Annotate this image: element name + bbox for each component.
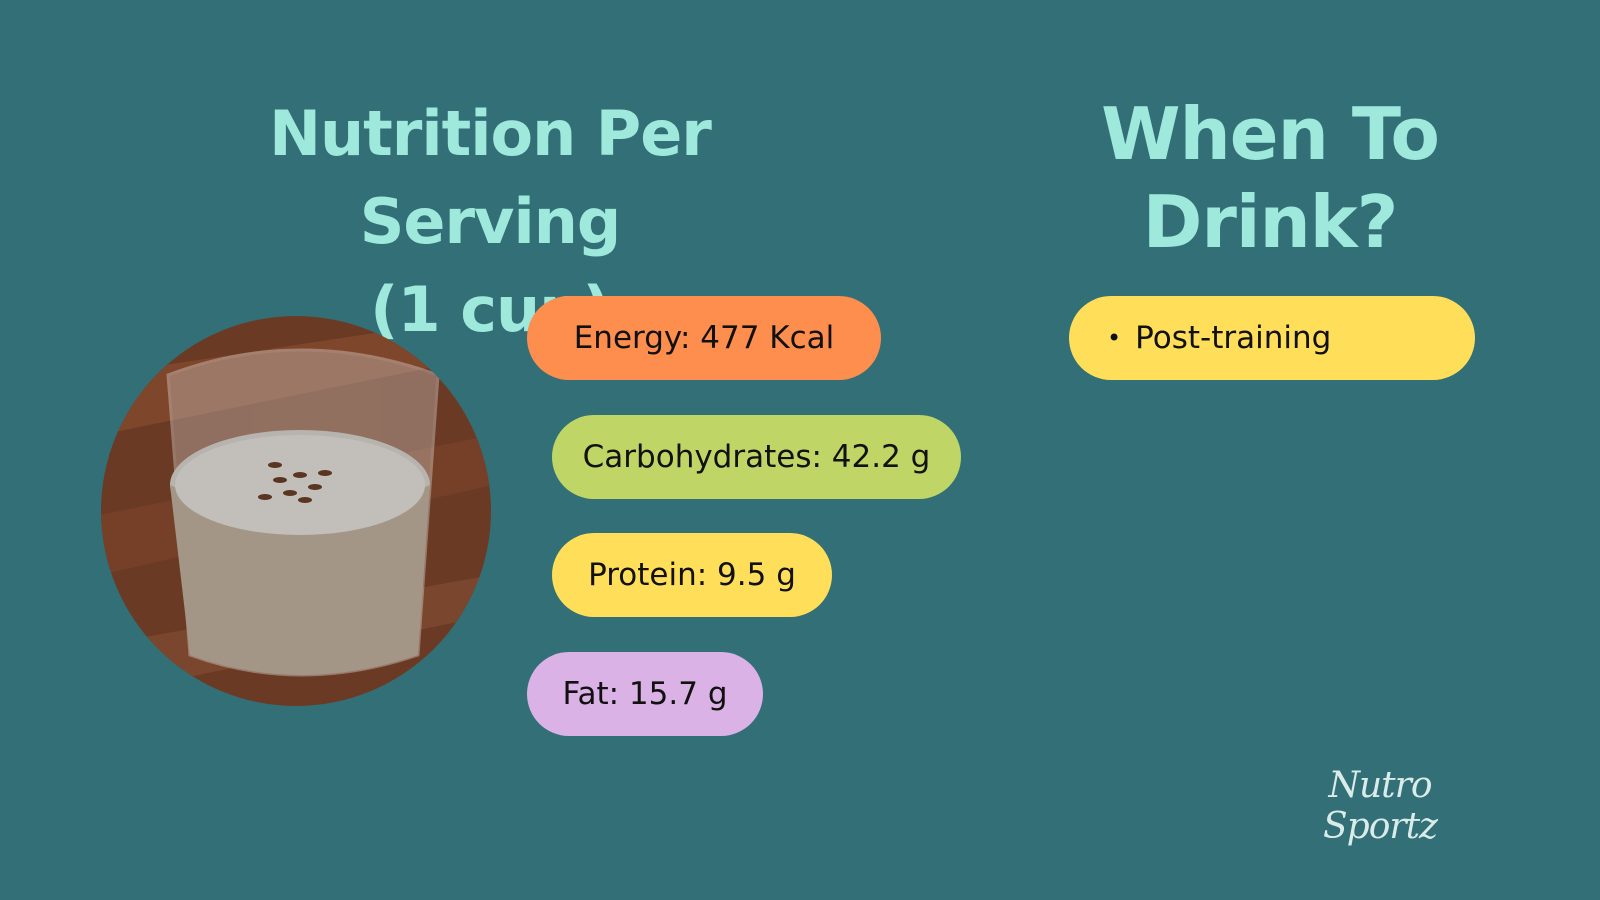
nutrient-pill: Protein: 9.5 g [552, 533, 832, 617]
nutrient-pill: Carbohydrates: 42.2 g [552, 415, 961, 499]
timing-item: Post-training [1135, 320, 1332, 356]
timing-pill: • Post-training [1069, 296, 1475, 380]
brand-logo: Nutro Sportz [1322, 765, 1438, 847]
title-line: Nutrition Per Serving [269, 97, 712, 258]
nutrient-pill: Fat: 15.7 g [527, 652, 763, 736]
drink-photo [101, 316, 491, 706]
bullet: • [1107, 324, 1122, 352]
nutrient-pill: Energy: 477 Kcal [527, 296, 881, 380]
when-title: When To Drink? [1101, 92, 1440, 264]
